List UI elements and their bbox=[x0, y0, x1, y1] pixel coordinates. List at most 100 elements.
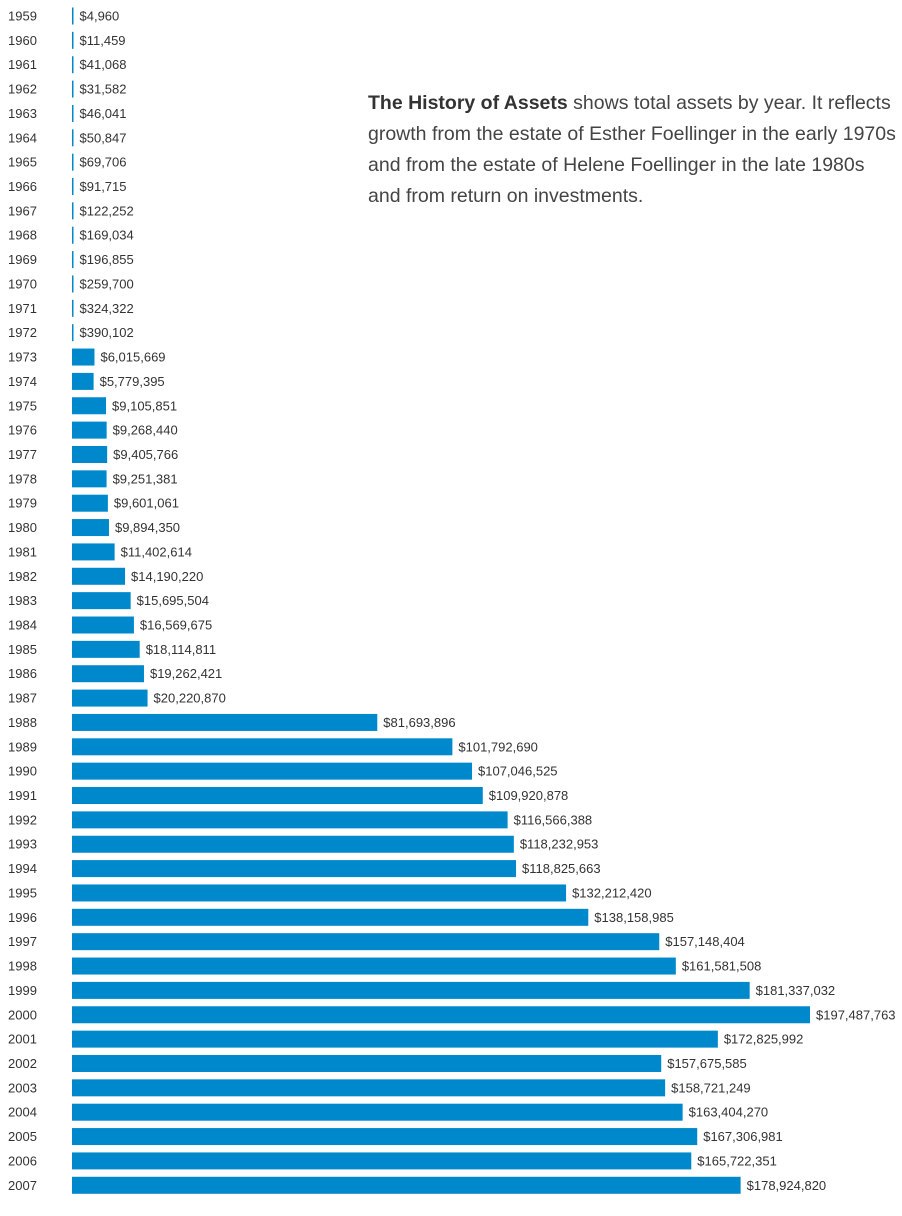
year-label: 2001 bbox=[8, 1032, 37, 1047]
year-label: 1970 bbox=[8, 276, 37, 291]
year-label: 1984 bbox=[8, 618, 37, 633]
asset-bar bbox=[72, 421, 107, 439]
asset-bar bbox=[72, 713, 378, 731]
year-label: 1985 bbox=[8, 642, 37, 657]
asset-bar bbox=[72, 616, 134, 634]
asset-bar bbox=[72, 1128, 698, 1146]
value-label: $172,825,992 bbox=[724, 1032, 804, 1047]
value-label: $390,102 bbox=[80, 325, 134, 340]
asset-bar bbox=[72, 957, 676, 975]
asset-bar bbox=[72, 1152, 692, 1170]
value-label: $18,114,811 bbox=[146, 642, 216, 657]
value-label: $9,405,766 bbox=[113, 447, 178, 462]
value-label: $19,262,421 bbox=[150, 666, 222, 681]
year-label: 1972 bbox=[8, 325, 37, 340]
asset-bar bbox=[72, 470, 107, 488]
asset-bar bbox=[72, 31, 74, 49]
asset-bar bbox=[72, 1176, 741, 1194]
asset-bar bbox=[72, 738, 453, 756]
value-label: $9,601,061 bbox=[114, 496, 179, 511]
year-label: 2003 bbox=[8, 1080, 37, 1095]
year-label: 1983 bbox=[8, 593, 37, 608]
asset-bar bbox=[72, 933, 660, 951]
value-label: $91,715 bbox=[80, 179, 127, 194]
asset-bar bbox=[72, 494, 108, 512]
year-label: 1990 bbox=[8, 764, 37, 779]
year-label: 1987 bbox=[8, 691, 37, 706]
value-label: $81,693,896 bbox=[383, 715, 455, 730]
value-label: $116,566,388 bbox=[514, 812, 593, 827]
year-label: 1976 bbox=[8, 423, 37, 438]
year-label: 1974 bbox=[8, 374, 37, 389]
year-label: 1969 bbox=[8, 252, 37, 267]
year-label: 1988 bbox=[8, 715, 37, 730]
year-label: 2000 bbox=[8, 1007, 37, 1022]
value-label: $163,404,270 bbox=[689, 1105, 769, 1120]
asset-bar bbox=[72, 129, 74, 147]
asset-bar bbox=[72, 884, 567, 902]
asset-bar bbox=[72, 324, 74, 342]
value-label: $11,402,614 bbox=[121, 544, 192, 559]
value-label: $118,825,663 bbox=[522, 861, 601, 876]
asset-bar bbox=[72, 372, 94, 390]
asset-bar bbox=[72, 80, 74, 98]
year-label: 2005 bbox=[8, 1129, 37, 1144]
value-label: $259,700 bbox=[80, 276, 134, 291]
value-label: $181,337,032 bbox=[756, 983, 836, 998]
value-label: $196,855 bbox=[80, 252, 134, 267]
asset-bar bbox=[72, 1103, 683, 1121]
value-label: $41,068 bbox=[80, 57, 127, 72]
asset-bar bbox=[72, 1006, 810, 1024]
value-label: $5,779,395 bbox=[100, 374, 165, 389]
year-label: 1999 bbox=[8, 983, 37, 998]
asset-bar bbox=[72, 592, 131, 610]
value-label: $9,268,440 bbox=[113, 423, 178, 438]
year-label: 1986 bbox=[8, 666, 37, 681]
value-label: $14,190,220 bbox=[131, 569, 203, 584]
year-label: 1967 bbox=[8, 203, 37, 218]
value-label: $4,960 bbox=[80, 9, 120, 24]
year-label: 1978 bbox=[8, 471, 37, 486]
value-label: $20,220,870 bbox=[154, 691, 226, 706]
year-label: 1959 bbox=[8, 9, 37, 24]
year-label: 1979 bbox=[8, 496, 37, 511]
year-label: 1977 bbox=[8, 447, 37, 462]
value-label: $169,034 bbox=[80, 228, 134, 243]
value-label: $165,722,351 bbox=[697, 1153, 777, 1168]
asset-bar bbox=[72, 640, 140, 658]
asset-bar bbox=[72, 153, 74, 171]
year-label: 1966 bbox=[8, 179, 37, 194]
year-label: 1997 bbox=[8, 934, 37, 949]
year-label: 1965 bbox=[8, 155, 37, 170]
year-label: 1981 bbox=[8, 544, 37, 559]
year-label: 1982 bbox=[8, 569, 37, 584]
value-label: $50,847 bbox=[80, 130, 127, 145]
year-label: 1991 bbox=[8, 788, 37, 803]
value-label: $15,695,504 bbox=[137, 593, 209, 608]
year-label: 1963 bbox=[8, 106, 37, 121]
value-label: $161,581,508 bbox=[682, 959, 762, 974]
asset-bar bbox=[72, 226, 74, 244]
year-label: 1962 bbox=[8, 82, 37, 97]
value-label: $157,148,404 bbox=[665, 934, 745, 949]
asset-bar bbox=[72, 202, 74, 220]
value-label: $109,920,878 bbox=[489, 788, 569, 803]
value-label: $158,721,249 bbox=[671, 1080, 751, 1095]
description-text: shows total assets by year. It reflects … bbox=[368, 92, 896, 207]
value-label: $9,105,851 bbox=[112, 398, 177, 413]
year-label: 1975 bbox=[8, 398, 37, 413]
value-label: $132,212,420 bbox=[572, 885, 652, 900]
value-label: $118,232,953 bbox=[520, 837, 599, 852]
value-label: $6,015,669 bbox=[100, 350, 165, 365]
asset-bar bbox=[72, 1054, 662, 1072]
description-title: The History of Assets bbox=[368, 92, 568, 114]
value-label: $157,675,585 bbox=[667, 1056, 747, 1071]
value-label: $101,792,690 bbox=[458, 739, 538, 754]
asset-bar bbox=[72, 981, 750, 999]
asset-bar bbox=[72, 543, 115, 561]
asset-bar bbox=[72, 397, 107, 415]
asset-bar bbox=[72, 348, 95, 366]
chart-description: The History of Assets shows total assets… bbox=[368, 88, 898, 212]
asset-bar bbox=[72, 251, 74, 269]
